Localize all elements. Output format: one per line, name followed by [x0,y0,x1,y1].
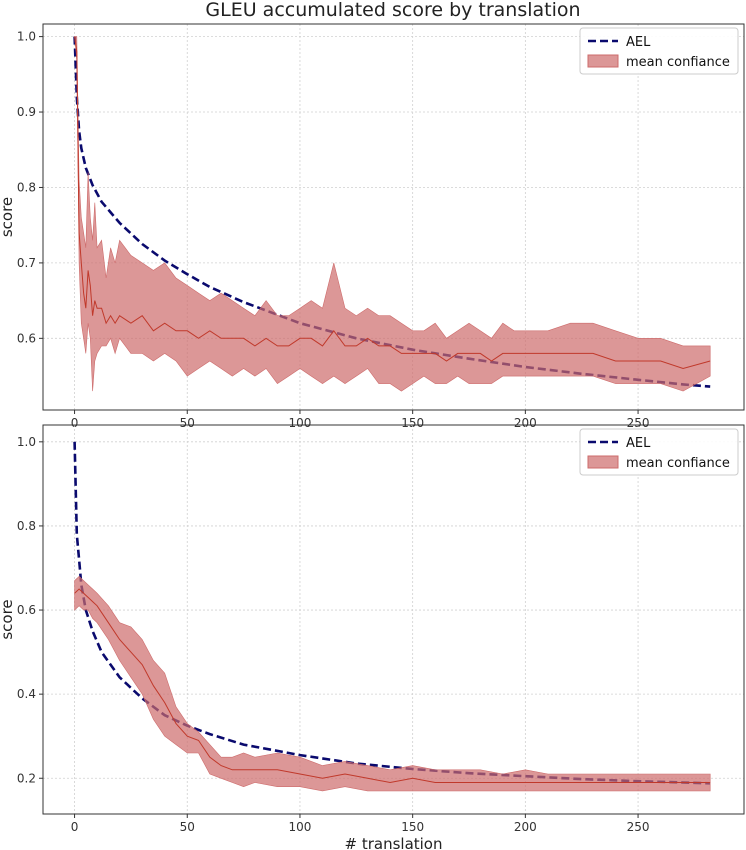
x-tick-label: 250 [627,416,650,430]
x-tick-label: 0 [71,416,79,430]
bottom-panel: 0 50 100 150 200 250 0.2 0.4 0.6 0.8 1.0 score # tra… [0,424,745,850]
legend-label: AEL [626,436,651,451]
y-tick-label: 1.0 [17,30,36,44]
x-tick-label: 50 [180,416,195,430]
confidence-band [74,575,711,792]
x-axis-label: # translation [345,835,443,850]
plot-frame [42,424,745,815]
legend-label: mean confiance [626,456,730,471]
legend: AEL mean confiance [579,27,739,75]
x-tick-label: 100 [289,416,312,430]
x-tick-label: 150 [401,416,424,430]
plot-frame [42,23,745,411]
y-tick-label: 0.7 [17,256,36,270]
y-tick-label: 0.6 [17,331,36,345]
legend-box [579,27,739,75]
x-tick-label: 0 [71,820,79,834]
figure-title: GLEU accumulated score by translation [205,0,580,21]
x-tick-label: 250 [627,820,650,834]
y-tick-label: 0.9 [17,105,36,119]
x-tick-label: 200 [514,820,537,834]
legend-label: AEL [626,35,651,50]
y-tick-label: 0.8 [17,180,36,194]
top-panel: 0 50 100 150 200 250 0.6 0.7 0.8 0.9 1.0 score AEL me… [0,23,745,430]
legend-swatch-band [587,455,619,469]
y-tick-label: 0.4 [17,687,36,701]
legend-label: mean confiance [626,55,730,70]
y-tick-label: 0.6 [17,603,36,617]
y-tick-label: 1.0 [17,435,36,449]
legend: AEL mean confiance [579,428,739,476]
confidence-band [74,36,711,392]
legend-swatch-band [587,54,619,68]
legend-box [579,428,739,476]
x-tick-label: 100 [289,820,312,834]
x-tick-label: 200 [514,416,537,430]
y-tick-label: 0.8 [17,519,36,533]
x-tick-label: 150 [401,820,424,834]
y-axis-label: score [0,197,16,237]
x-tick-label: 50 [180,820,195,834]
y-tick-label: 0.2 [17,771,36,785]
y-axis-label: score [0,599,16,639]
mean-line [74,36,711,370]
mean-line [74,588,711,784]
